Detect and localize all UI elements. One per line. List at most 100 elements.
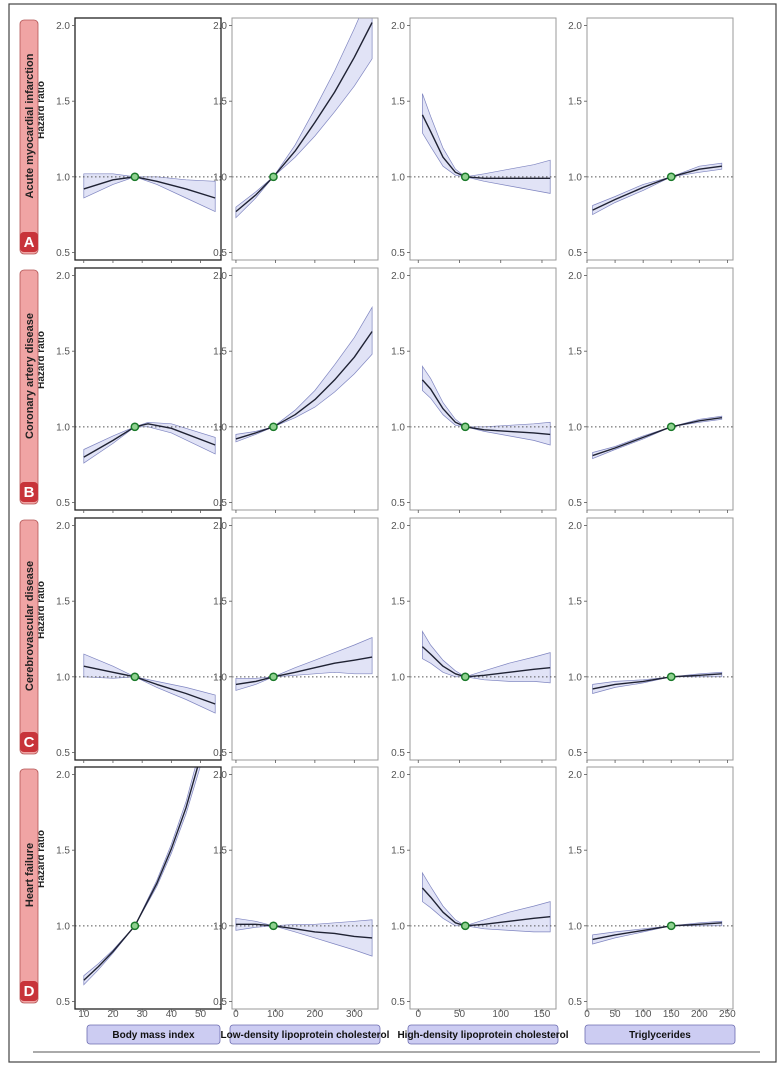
x-tick-label: 100 [635, 1009, 652, 1020]
y-tick-label: 1.0 [213, 172, 227, 183]
y-tick-label: 1.5 [391, 347, 405, 358]
x-tick-label: 300 [346, 1009, 363, 1020]
row-label-background [19, 269, 39, 505]
panel-b-1: 0.5 1.0 1.5 2.0 Hazard ratio [36, 267, 222, 513]
y-tick-label: 2.0 [213, 521, 227, 532]
hazard-ratio-curve [235, 22, 373, 213]
panel-background [410, 767, 556, 1009]
panel-border [231, 766, 379, 1010]
plot-area [232, 18, 378, 219]
x-tick-label: 10 [78, 1009, 90, 1020]
y-tick-label: 1.0 [391, 172, 405, 183]
row-label-a: Acute myocardial infarction A [19, 19, 39, 255]
y-tick-label: 1.0 [56, 921, 70, 932]
y-tick-label: 1.0 [56, 422, 70, 433]
panel-background [75, 767, 221, 1009]
hazard-ratio-curve [83, 767, 199, 981]
x-tick-label: 0 [233, 1009, 239, 1020]
row-badge-letter: A [24, 234, 35, 251]
y-tick-label: 1.0 [568, 172, 582, 183]
plot-area [587, 920, 733, 945]
reference-point [130, 422, 140, 432]
panel-d-4: 0.5 1.0 1.5 2.0 [568, 766, 734, 1012]
y-tick-label: 1.5 [56, 97, 70, 108]
column-label-background [584, 1024, 736, 1045]
y-tick-label: 1.0 [56, 672, 70, 683]
y-tick-label: 1.5 [213, 597, 227, 608]
confidence-band [422, 365, 551, 446]
y-tick-label: 0.5 [213, 748, 227, 759]
column-label-text: Body mass index [112, 1030, 195, 1041]
row-label-background [19, 519, 39, 755]
panel-border [409, 17, 557, 261]
row-label-b: Coronary artery disease B [19, 269, 39, 505]
hazard-ratio-curve [592, 417, 722, 457]
figure-frame [8, 3, 777, 1063]
column-label-background [407, 1024, 559, 1045]
y-tick-label: 0.5 [391, 248, 405, 259]
column-label-text: High-density lipoprotein cholesterol [397, 1030, 568, 1041]
x-tick-label: 40 [166, 1009, 178, 1020]
panel-grid: 0.5 1.0 1.5 2.0 Hazard ratio 0.5 1.0 1.5 2.0 0.5 1… [36, 17, 734, 1012]
reference-point [460, 422, 470, 432]
column-4-axis: 0 50 100 150 200 250 Triglycerides [584, 1009, 736, 1045]
y-tick-label: 0.5 [213, 248, 227, 259]
plot-area [232, 306, 378, 443]
row-label-background [19, 19, 39, 255]
row-badge-letter: C [24, 734, 35, 751]
x-tick-label: 50 [610, 1009, 622, 1020]
y-tick-label: 2.0 [568, 21, 582, 32]
x-tick-label: 200 [691, 1009, 708, 1020]
hazard-ratio-curve [235, 923, 373, 939]
y-tick-label: 0.5 [391, 498, 405, 509]
row-badge [20, 732, 38, 752]
y-tick-label: 1.0 [568, 672, 582, 683]
reference-point [666, 672, 676, 682]
y-tick-label: 2.0 [213, 21, 227, 32]
y-tick-label: 0.5 [213, 997, 227, 1008]
y-tick-label: 1.5 [56, 347, 70, 358]
reference-point [269, 422, 278, 432]
row-badge [20, 232, 38, 252]
reference-point [460, 921, 470, 931]
hazard-ratio-curve [83, 665, 216, 705]
y-tick-label: 1.0 [213, 422, 227, 433]
x-tick-label: 200 [307, 1009, 324, 1020]
y-tick-label: 1.5 [568, 347, 582, 358]
reference-point [460, 672, 470, 682]
plot-area [75, 767, 221, 986]
x-tick-label: 20 [107, 1009, 119, 1020]
hazard-ratio-curve [83, 176, 216, 199]
row-label-text: Cerebrovascular disease [24, 561, 36, 691]
panel-border [409, 267, 557, 511]
y-tick-label: 1.5 [391, 597, 405, 608]
y-tick-label: 1.5 [391, 846, 405, 857]
column-3-axis: 0 50 100 150 High-density lipoprotein choles… [397, 1009, 569, 1045]
x-tick-label: 50 [195, 1009, 207, 1020]
y-tick-label: 1.0 [391, 921, 405, 932]
panel-b-2: 0.5 1.0 1.5 2.0 [213, 267, 379, 513]
x-tick-label: 0 [415, 1009, 421, 1020]
y-tick-label: 2.0 [56, 21, 70, 32]
y-tick-label: 0.5 [391, 997, 405, 1008]
panel-border [586, 267, 734, 511]
panel-border [74, 766, 222, 1010]
column-label-background [229, 1024, 381, 1045]
panel-background [232, 767, 378, 1009]
x-tick-label: 250 [719, 1009, 736, 1020]
panel-a-3: 0.5 1.0 1.5 2.0 [391, 17, 557, 263]
panel-background [410, 518, 556, 760]
confidence-band [422, 630, 551, 684]
y-tick-label: 2.0 [213, 770, 227, 781]
row-badge [20, 482, 38, 502]
panel-border [74, 267, 222, 511]
panel-c-1: 0.5 1.0 1.5 2.0 Hazard ratio [36, 517, 222, 763]
panel-background [587, 518, 733, 760]
panel-b-3: 0.5 1.0 1.5 2.0 [391, 267, 557, 513]
y-tick-label: 0.5 [56, 997, 70, 1008]
panel-border [74, 517, 222, 761]
y-tick-label: 1.0 [213, 921, 227, 932]
y-tick-label: 2.0 [391, 521, 405, 532]
panel-c-2: 0.5 1.0 1.5 2.0 [213, 517, 379, 763]
